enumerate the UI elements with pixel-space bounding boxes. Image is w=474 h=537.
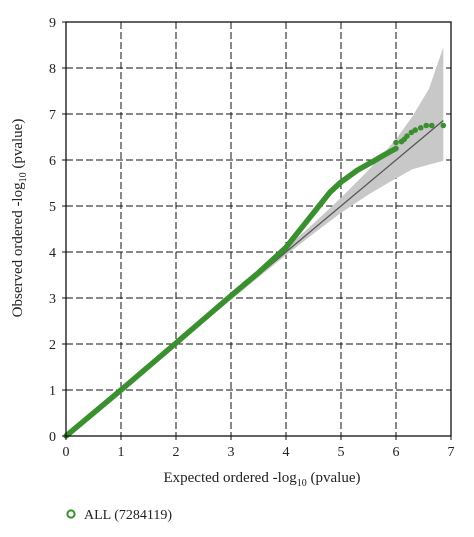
x-tick-label-5: 5 <box>338 445 345 460</box>
plot-border <box>65 21 452 437</box>
x-tick-labels: 0 1 2 3 4 5 6 7 <box>63 436 455 460</box>
x-tick-label-1: 1 <box>118 445 125 460</box>
y-axis-title: Observed ordered -log10 (pvalue) <box>10 119 29 318</box>
x-tick-label-2: 2 <box>173 445 180 460</box>
legend-label: ALL (7284119) <box>84 508 172 523</box>
series-0-point-6 <box>417 125 424 131</box>
confidence-band <box>66 47 444 437</box>
legend-marker <box>66 509 76 519</box>
legend: ALL (7284119) <box>66 508 172 523</box>
x-tick-label-6: 6 <box>393 445 400 460</box>
y-tick-label-1: 1 <box>49 384 56 399</box>
series-0-point-9 <box>440 122 447 129</box>
data-points <box>63 122 447 439</box>
series-0-point-3 <box>404 133 410 139</box>
x-tick-label-3: 3 <box>228 445 235 460</box>
y-tick-label-7: 7 <box>49 108 56 123</box>
series-0-point-7 <box>423 122 430 129</box>
series-0-point-5 <box>412 127 419 133</box>
y-tick-label-8: 8 <box>49 62 56 77</box>
x-axis-title: Expected ordered -log10 (pvalue) <box>163 470 360 489</box>
series-0-point-8 <box>428 122 435 129</box>
series-0-point-0 <box>393 139 399 146</box>
y-tick-label-0: 0 <box>49 430 56 445</box>
y-tick-label-3: 3 <box>49 292 56 307</box>
y-tick-labels: 0 1 2 3 4 5 6 7 8 9 <box>49 16 66 445</box>
x-tick-label-7: 7 <box>448 445 455 460</box>
plot-frame <box>65 21 452 437</box>
y-tick-label-4: 4 <box>49 246 56 261</box>
y-tick-label-5: 5 <box>49 200 56 215</box>
series-0-point-cloud <box>63 145 399 439</box>
grid-lines <box>65 21 452 437</box>
confidence-band-area <box>66 47 444 437</box>
y-tick-label-2: 2 <box>49 338 56 353</box>
y-tick-label-6: 6 <box>49 154 56 169</box>
y-tick-label-9: 9 <box>49 16 56 31</box>
x-tick-label-4: 4 <box>283 445 290 460</box>
x-tick-label-0: 0 <box>63 445 70 460</box>
